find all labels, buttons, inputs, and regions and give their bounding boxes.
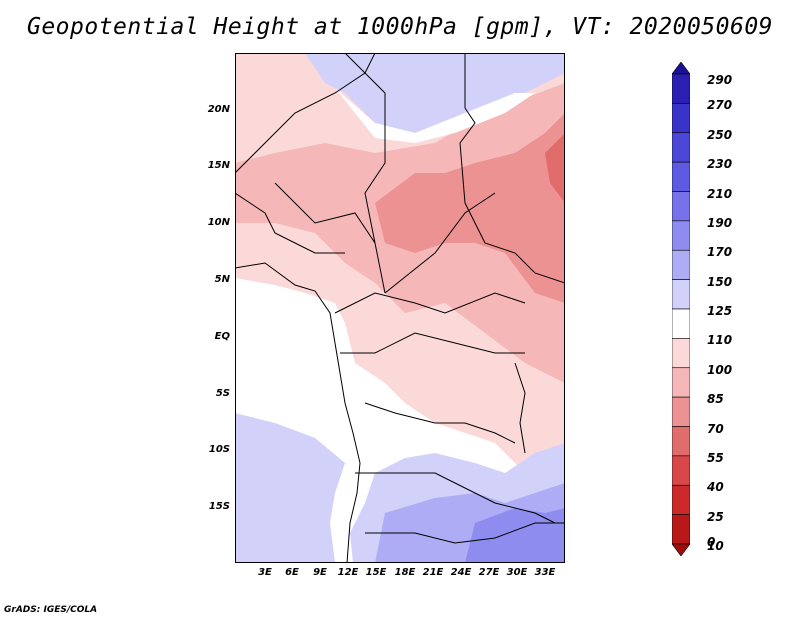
lat-label: EQ [214, 331, 230, 342]
lon-label: 15E [365, 567, 387, 578]
colorbar-segment [672, 308, 690, 339]
colorbar-segment [672, 191, 690, 222]
lat-label: 15N [207, 160, 230, 171]
map-frame [235, 53, 565, 563]
colorbar-label: 230 [707, 157, 733, 172]
colorbar-label: 190 [707, 215, 733, 230]
colorbar-label: 55 [707, 450, 724, 465]
colorbar-label: 85 [707, 392, 724, 407]
colorbar-segment [672, 249, 690, 280]
map-panel [235, 53, 565, 563]
colorbar [672, 62, 690, 556]
lon-label: 27E [478, 567, 500, 578]
lat-label: 20N [207, 104, 230, 115]
field-125-north [305, 53, 565, 133]
lon-label: 33E [534, 567, 556, 578]
colorbar-segment [672, 514, 690, 545]
lon-label: 9E [313, 567, 327, 578]
colorbar-label: 100 [707, 362, 733, 377]
colorbar-label: 210 [707, 186, 733, 201]
lon-label: 24E [450, 567, 472, 578]
coastlines [235, 53, 565, 563]
colorbar-segment [672, 367, 690, 398]
lat-label: 5N [214, 274, 230, 285]
colorbar-segment [672, 161, 690, 192]
lat-label: 10N [207, 217, 230, 228]
chart-title: Geopotential Height at 1000hPa [gpm], VT… [26, 14, 774, 40]
colorbar-label: 150 [707, 274, 733, 289]
field-170 [465, 508, 565, 563]
colorbar-label: 25 [707, 509, 724, 524]
colorbar-segment [672, 220, 690, 251]
lat-label: 5S [215, 388, 230, 399]
lon-label: 18E [394, 567, 416, 578]
grads-credit: GrADS: IGES/COLA [4, 605, 98, 615]
colorbar-label: 70 [707, 421, 724, 436]
colorbar-label: 125 [707, 304, 733, 318]
lon-label: 6E [285, 567, 299, 578]
lon-label: 12E [337, 567, 359, 578]
colorbar-segment [672, 73, 690, 104]
colorbar-segment [672, 484, 690, 515]
colorbar-segment [672, 455, 690, 486]
lat-label: 10S [208, 444, 230, 455]
colorbar-segment [672, 396, 690, 427]
colorbar-label: 270 [707, 98, 733, 113]
colorbar-label: 0 [707, 535, 716, 549]
colorbar-label: 110 [707, 333, 733, 348]
lon-label: 30E [506, 567, 528, 578]
colorbar-label: 10 [707, 539, 724, 553]
colorbar-label: 40 [707, 480, 724, 495]
colorbar-segment [672, 338, 690, 369]
colorbar-label: 250 [707, 127, 733, 142]
colorbar-bottom-triangle [672, 543, 690, 556]
colorbar-segment [672, 132, 690, 163]
lon-label: 21E [422, 567, 444, 578]
lon-label: 3E [258, 567, 272, 578]
colorbar-segment [672, 103, 690, 134]
colorbar-segment [672, 279, 690, 310]
field-55 [545, 133, 565, 203]
colorbar-label: 170 [707, 245, 733, 260]
colorbar-top-triangle [672, 62, 690, 75]
lat-label: 15S [208, 501, 230, 512]
colorbar-label: 290 [707, 73, 733, 87]
colorbar-segment [672, 426, 690, 457]
